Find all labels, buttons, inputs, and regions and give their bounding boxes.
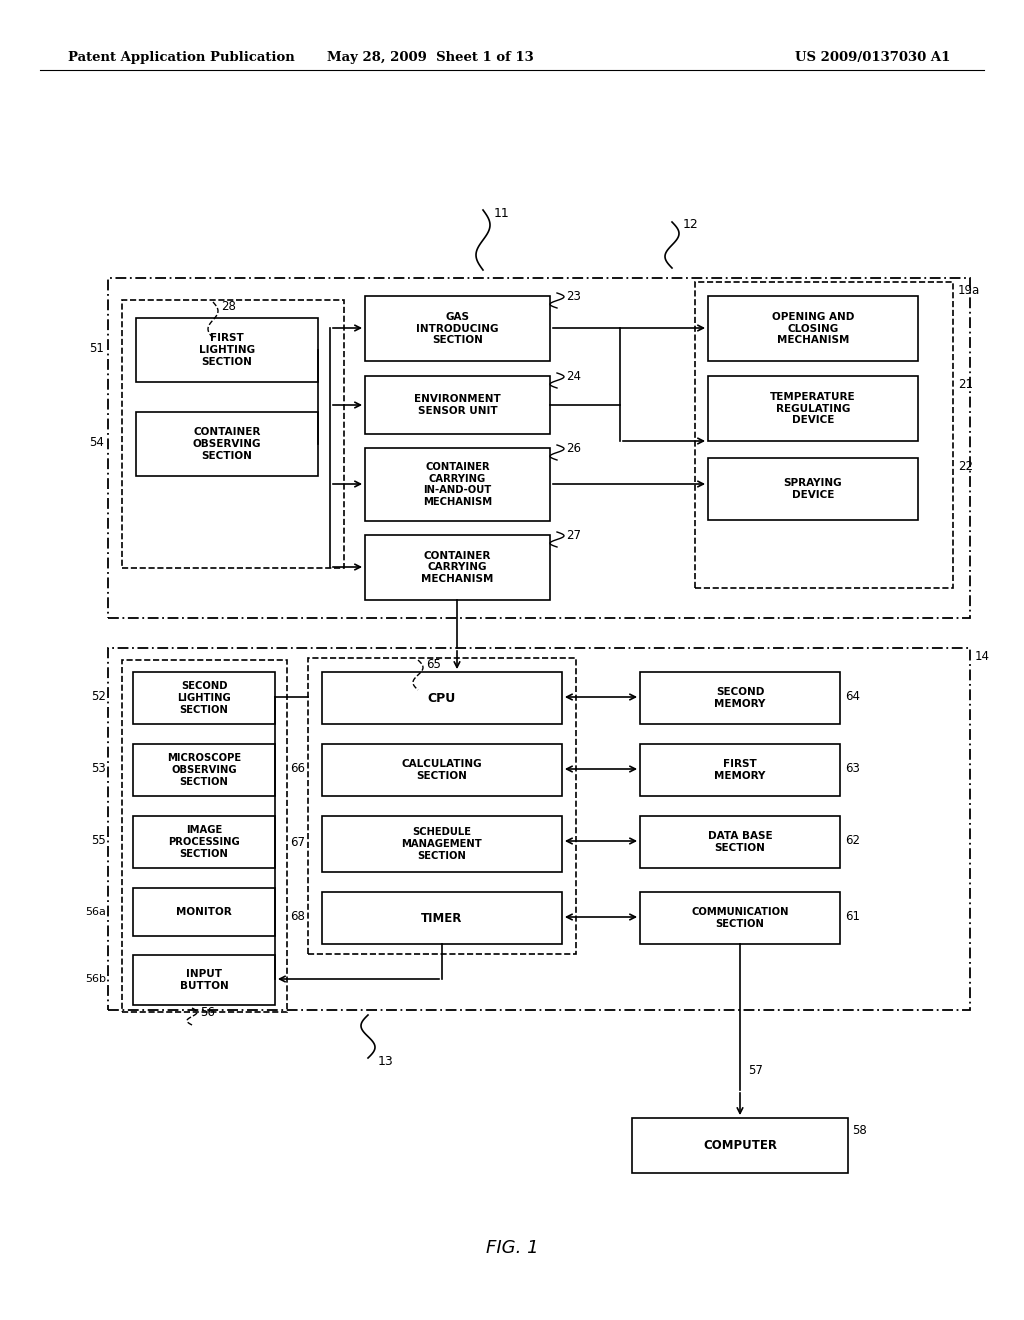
Text: SPRAYING
DEVICE: SPRAYING DEVICE <box>783 478 843 500</box>
Bar <box>708 296 918 360</box>
Bar <box>322 892 562 944</box>
Text: ENVIRONMENT
SENSOR UNIT: ENVIRONMENT SENSOR UNIT <box>414 395 501 416</box>
Bar <box>108 279 970 618</box>
Bar <box>322 816 562 873</box>
Text: 55: 55 <box>91 834 106 847</box>
Text: CONTAINER
OBSERVING
SECTION: CONTAINER OBSERVING SECTION <box>193 428 261 461</box>
Bar <box>136 318 318 381</box>
Bar <box>133 888 275 936</box>
Bar <box>695 282 953 587</box>
Text: FIRST
LIGHTING
SECTION: FIRST LIGHTING SECTION <box>199 334 255 367</box>
Text: 19a: 19a <box>958 284 980 297</box>
Bar <box>308 657 575 954</box>
Text: US 2009/0137030 A1: US 2009/0137030 A1 <box>795 51 950 65</box>
Text: 54: 54 <box>89 437 104 450</box>
Text: CONTAINER
CARRYING
IN-AND-OUT
MECHANISM: CONTAINER CARRYING IN-AND-OUT MECHANISM <box>423 462 493 507</box>
Bar <box>133 816 275 869</box>
Text: 56: 56 <box>200 1006 215 1019</box>
Bar <box>640 816 840 869</box>
Text: May 28, 2009  Sheet 1 of 13: May 28, 2009 Sheet 1 of 13 <box>327 51 534 65</box>
Text: COMPUTER: COMPUTER <box>703 1139 777 1152</box>
Bar <box>640 672 840 723</box>
Text: 26: 26 <box>566 442 581 455</box>
Bar <box>122 660 287 1012</box>
Text: 53: 53 <box>91 763 106 776</box>
Bar <box>322 672 562 723</box>
Text: 52: 52 <box>91 690 106 704</box>
Bar <box>365 535 550 601</box>
Text: CPU: CPU <box>428 692 456 705</box>
Bar <box>108 648 970 1010</box>
Bar <box>133 954 275 1005</box>
Text: 63: 63 <box>845 763 860 776</box>
Bar <box>133 672 275 723</box>
Text: MONITOR: MONITOR <box>176 907 231 917</box>
Text: INPUT
BUTTON: INPUT BUTTON <box>179 969 228 991</box>
Text: FIG. 1: FIG. 1 <box>485 1239 539 1257</box>
Text: 56a: 56a <box>85 907 106 917</box>
Text: 68: 68 <box>290 911 305 924</box>
Text: MICROSCOPE
OBSERVING
SECTION: MICROSCOPE OBSERVING SECTION <box>167 754 241 787</box>
Text: SECOND
MEMORY: SECOND MEMORY <box>715 688 766 709</box>
Text: SCHEDULE
MANAGEMENT
SECTION: SCHEDULE MANAGEMENT SECTION <box>401 828 482 861</box>
Text: IMAGE
PROCESSING
SECTION: IMAGE PROCESSING SECTION <box>168 825 240 858</box>
Bar <box>365 376 550 434</box>
Text: 61: 61 <box>845 911 860 924</box>
Text: 58: 58 <box>852 1123 866 1137</box>
Text: 56b: 56b <box>85 974 106 983</box>
Text: OPENING AND
CLOSING
MECHANISM: OPENING AND CLOSING MECHANISM <box>772 312 854 345</box>
Text: GAS
INTRODUCING
SECTION: GAS INTRODUCING SECTION <box>416 312 499 345</box>
Bar <box>365 447 550 521</box>
Bar <box>122 300 344 568</box>
Bar <box>640 744 840 796</box>
Text: 28: 28 <box>221 300 236 313</box>
Text: 62: 62 <box>845 834 860 847</box>
Bar <box>708 458 918 520</box>
Text: 12: 12 <box>683 218 698 231</box>
Text: 65: 65 <box>426 657 441 671</box>
Text: 66: 66 <box>290 763 305 776</box>
Text: CALCULATING
SECTION: CALCULATING SECTION <box>401 759 482 781</box>
Text: 64: 64 <box>845 690 860 704</box>
Text: TEMPERATURE
REGULATING
DEVICE: TEMPERATURE REGULATING DEVICE <box>770 392 856 425</box>
Bar <box>632 1118 848 1173</box>
Text: 13: 13 <box>378 1055 394 1068</box>
Text: 57: 57 <box>748 1064 763 1077</box>
Text: COMMUNICATION
SECTION: COMMUNICATION SECTION <box>691 907 788 929</box>
Text: 11: 11 <box>494 207 510 220</box>
Text: FIRST
MEMORY: FIRST MEMORY <box>715 759 766 781</box>
Text: CONTAINER
CARRYING
MECHANISM: CONTAINER CARRYING MECHANISM <box>421 550 494 583</box>
Text: SECOND
LIGHTING
SECTION: SECOND LIGHTING SECTION <box>177 681 230 714</box>
Text: 67: 67 <box>290 837 305 850</box>
Bar <box>133 744 275 796</box>
Text: 21: 21 <box>958 378 973 391</box>
Text: 51: 51 <box>89 342 104 355</box>
Text: Patent Application Publication: Patent Application Publication <box>68 51 295 65</box>
Text: 23: 23 <box>566 290 581 304</box>
Text: 27: 27 <box>566 529 581 543</box>
Text: 14: 14 <box>975 649 990 663</box>
Text: 24: 24 <box>566 370 581 383</box>
Text: TIMER: TIMER <box>421 912 463 924</box>
Bar <box>640 892 840 944</box>
Bar <box>708 376 918 441</box>
Bar <box>322 744 562 796</box>
Text: 22: 22 <box>958 459 973 473</box>
Text: DATA BASE
SECTION: DATA BASE SECTION <box>708 832 772 853</box>
Bar <box>365 296 550 360</box>
Bar <box>136 412 318 477</box>
